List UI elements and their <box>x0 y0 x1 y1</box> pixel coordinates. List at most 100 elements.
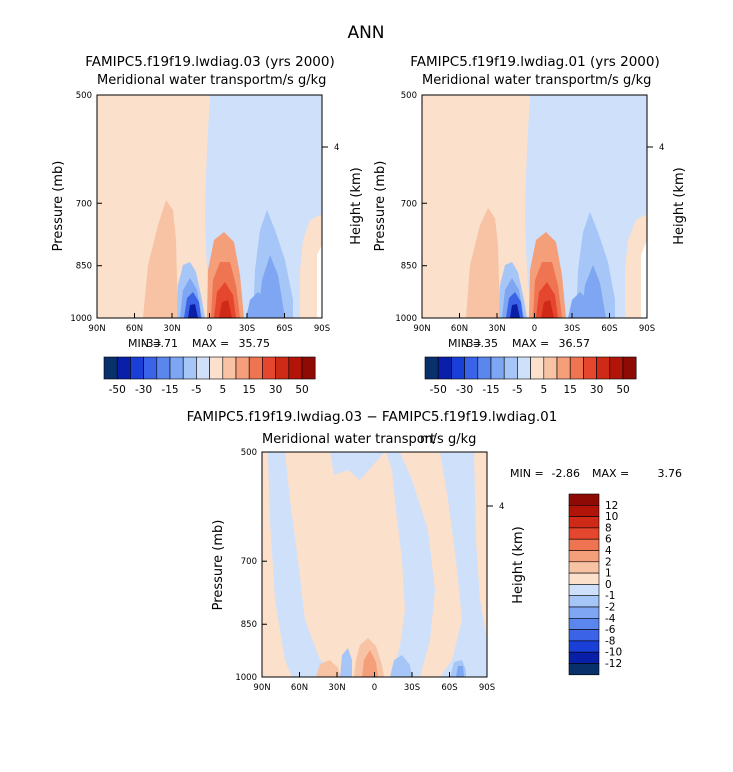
colorbar-label: -30 <box>135 384 152 396</box>
panel-2-tropics-negative-core <box>510 304 520 318</box>
colorbar-swatch <box>156 356 171 380</box>
panel-2-tropics-positive-core <box>541 300 554 318</box>
colorbar-swatch <box>490 356 505 380</box>
panel-2-edge-white <box>641 240 647 318</box>
colorbar-label: 0 <box>605 579 612 591</box>
colorbar-swatch <box>609 356 624 380</box>
colorbar-swatch <box>424 356 439 380</box>
colorbar-label: 30 <box>269 384 282 396</box>
panel-2-max-label: MAX = <box>512 337 549 350</box>
panel-2-min-value: -33.35 <box>463 337 498 350</box>
colorbar-swatch <box>301 356 316 380</box>
colorbar-swatch <box>568 617 600 630</box>
x-tick-label: 30N <box>163 324 180 334</box>
colorbar-label: -2 <box>605 602 615 614</box>
y-tick-label: 850 <box>401 262 417 272</box>
panel-3-edge-positive <box>474 452 487 640</box>
colorbar-swatch <box>464 356 479 380</box>
panel-2: FAMIPC5.f19f19.lwdiag.01 (yrs 2000) Meri… <box>373 54 687 396</box>
colorbar-label: -5 <box>512 384 522 396</box>
colorbar-swatch <box>275 356 290 380</box>
y-tick-label: 1000 <box>395 314 417 324</box>
panel-1-min-value: -33.71 <box>143 337 178 350</box>
panel-1-title: FAMIPC5.f19f19.lwdiag.03 (yrs 2000) <box>85 54 334 70</box>
colorbar-swatch <box>568 595 600 608</box>
panel-1-x-ticks: 90N 60N 30N 0 30S 60S 90S <box>88 313 330 334</box>
y-tick-label: 700 <box>76 199 92 209</box>
panel-1-y-ticks: 500 700 850 1000 <box>70 91 102 324</box>
panel-3-negative-tropics <box>340 648 352 677</box>
colorbar-swatch <box>530 356 545 380</box>
panel-3-ylabel: Pressure (mb) <box>211 520 226 611</box>
x-tick-label: 90S <box>639 324 655 334</box>
colorbar-swatch <box>451 356 465 380</box>
panel-2-x-ticks: 90N 60N 30N 0 30S 60S 90S <box>413 313 655 334</box>
x-tick-label: 60N <box>291 683 308 693</box>
panel-3-negative-core <box>456 666 464 677</box>
panel-2-plot <box>421 94 648 319</box>
x-tick-label: 30N <box>488 324 505 334</box>
panel-1-min-label: MIN = <box>128 337 162 350</box>
panel-1-sh-positive-sliver <box>300 215 322 318</box>
colorbar-swatch <box>143 356 158 380</box>
colorbar-swatch <box>235 356 250 380</box>
colorbar-label: -10 <box>605 647 622 659</box>
colorbar-label: 12 <box>605 500 618 512</box>
panel-1-nh-shallow-positive <box>143 200 180 318</box>
panel-3-min-label: MIN = <box>510 467 544 480</box>
x-tick-label: 60N <box>126 324 143 334</box>
x-tick-label: 90S <box>314 324 330 334</box>
colorbar-swatch <box>116 356 131 380</box>
colorbar-label: -15 <box>161 384 178 396</box>
colorbar-swatch <box>568 663 600 676</box>
panel-1-surface-negative <box>246 292 270 318</box>
panel-2-y-ticks: 500 700 850 1000 <box>395 91 427 324</box>
panel-3-equator-positive-2 <box>362 650 378 677</box>
panel-1-ylabel: Pressure (mb) <box>51 161 66 252</box>
colorbar-label: 5 <box>219 384 226 396</box>
colorbar-swatch <box>288 356 303 380</box>
x-tick-label: 90S <box>479 683 495 693</box>
colorbar-swatch <box>543 356 558 380</box>
colorbar-swatch <box>262 356 276 380</box>
colorbar-label: 50 <box>295 384 308 396</box>
colorbar-label: -4 <box>605 613 616 625</box>
colorbar-label: 4 <box>605 545 612 557</box>
y-tick-label: 850 <box>241 620 257 630</box>
colorbar-label: -50 <box>109 384 126 396</box>
colorbar-swatch <box>568 651 600 664</box>
panel-1-colorbar: -50 -30 -15 -5 5 15 30 50 <box>103 356 316 396</box>
panel-3: FAMIPC5.f19f19.lwdiag.03 − FAMIPC5.f19f1… <box>187 409 682 693</box>
panel-2-subtitle-left: Meridional water transport <box>422 73 595 88</box>
colorbar-label: 50 <box>616 384 629 396</box>
x-tick-label: 60S <box>601 324 617 334</box>
panel-1-tropics-positive-core <box>219 300 232 318</box>
panel-2-colorbar: -50 -30 -15 -5 5 15 30 50 <box>424 356 637 396</box>
panel-1-plot <box>96 94 323 319</box>
colorbar-swatch <box>569 356 584 380</box>
panel-2-y2-tick-label: 4 <box>659 143 664 153</box>
panel-1-tropics-positive-3 <box>214 282 236 318</box>
panel-2-surface-negative <box>568 292 592 318</box>
x-tick-label: 90N <box>413 324 430 334</box>
colorbar-swatch <box>568 606 600 619</box>
panel-1-max-label: MAX = <box>192 337 229 350</box>
x-tick-label: 90N <box>88 324 105 334</box>
panel-3-min-value: -2.86 <box>552 467 580 480</box>
x-tick-label: 30S <box>564 324 580 334</box>
colorbar-label: 2 <box>605 556 612 568</box>
colorbar-swatch <box>437 356 452 380</box>
colorbar-label: -8 <box>605 635 615 647</box>
x-tick-label: 30N <box>328 683 345 693</box>
colorbar-swatch <box>568 640 600 653</box>
panel-2-subtitle-right: m/s g/kg <box>595 73 651 88</box>
colorbar-label: -6 <box>605 624 616 636</box>
colorbar-swatch <box>568 584 600 597</box>
colorbar-swatch <box>209 356 224 380</box>
x-tick-label: 60S <box>441 683 457 693</box>
panel-2-title: FAMIPC5.f19f19.lwdiag.01 (yrs 2000) <box>410 54 659 70</box>
panel-1-positive-upper-region <box>97 95 213 318</box>
y-tick-label: 850 <box>76 262 92 272</box>
y-tick-label: 500 <box>76 91 92 101</box>
